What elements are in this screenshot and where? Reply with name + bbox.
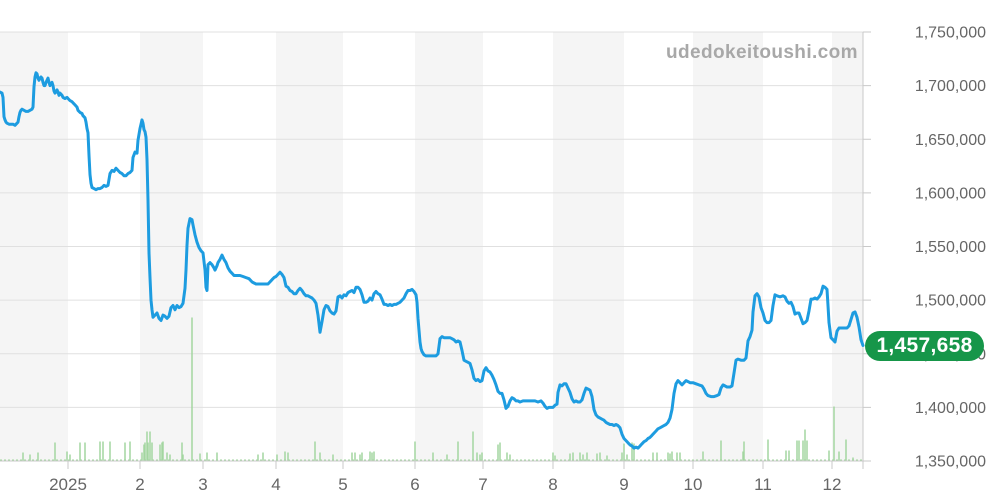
- x-axis-label: 10: [684, 475, 703, 494]
- price-line: [0, 71, 865, 450]
- y-axis-label: 1,750,000: [915, 25, 986, 42]
- x-axis-label: 2025: [49, 475, 87, 494]
- y-axis-label: 1,650,000: [915, 132, 986, 149]
- current-price-badge: 1,457,658: [865, 331, 984, 361]
- x-axis-label: 2: [135, 475, 144, 494]
- x-axis-label: 4: [271, 475, 280, 494]
- x-axis-label: 12: [823, 475, 842, 494]
- y-axis-label: 1,400,000: [915, 400, 986, 417]
- x-axis-label: 5: [338, 475, 347, 494]
- y-axis-label: 1,600,000: [915, 185, 986, 202]
- current-price-label: 1,457,658: [876, 334, 973, 357]
- x-axis-label: 9: [619, 475, 628, 494]
- x-axis-label: 8: [548, 475, 557, 494]
- x-axis-label: 7: [478, 475, 487, 494]
- x-axis-label: 6: [410, 475, 419, 494]
- y-axis-label: 1,350,000: [915, 454, 986, 471]
- watermark: udedokeitoushi.com: [666, 42, 858, 63]
- y-axis-label: 1,500,000: [915, 293, 986, 310]
- x-axis-label: 3: [198, 475, 207, 494]
- y-axis-label: 1,550,000: [915, 239, 986, 256]
- y-axis-label: 1,700,000: [915, 78, 986, 95]
- x-axis-label: 11: [754, 475, 772, 494]
